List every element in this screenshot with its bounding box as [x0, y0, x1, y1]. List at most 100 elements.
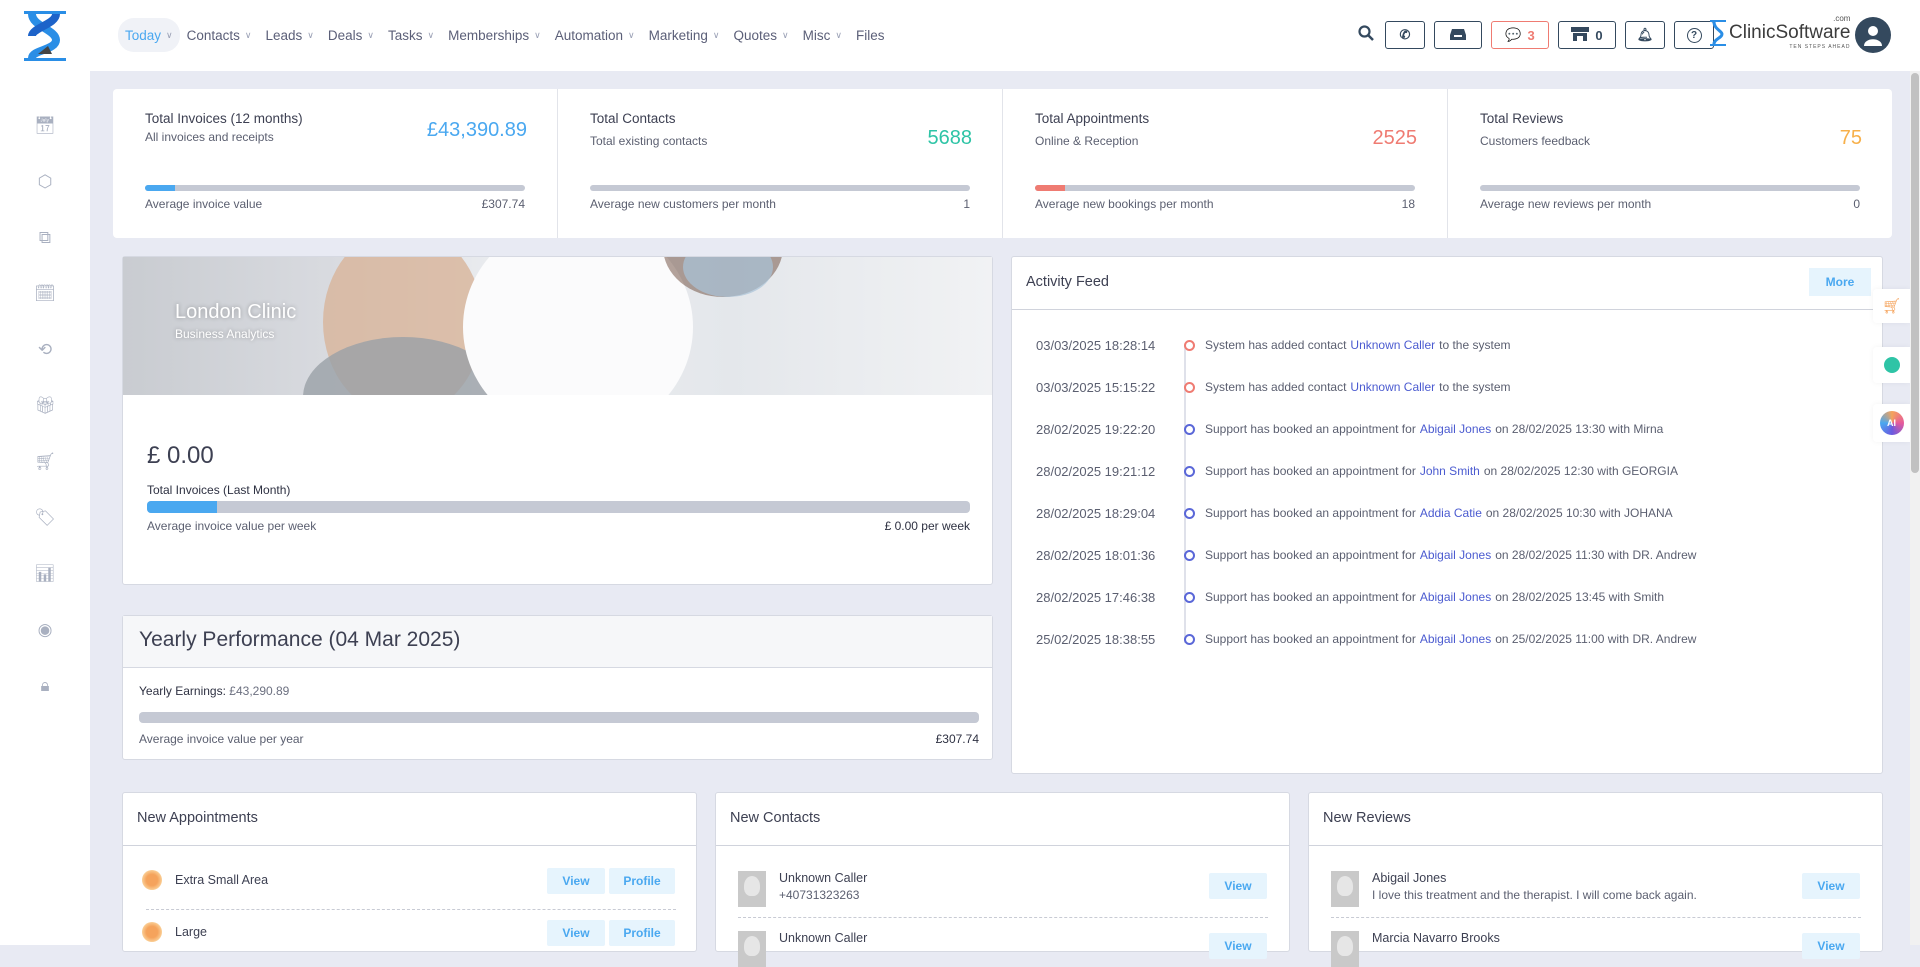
messages-button[interactable]: 💬 3 — [1491, 21, 1549, 49]
last-month-progress — [147, 501, 970, 513]
phone-button[interactable]: ✆ — [1385, 21, 1425, 49]
appointment-name: Large — [175, 925, 207, 939]
nav-memberships[interactable]: Memberships ∨ — [441, 18, 548, 52]
nav-leads[interactable]: Leads ∨ — [259, 18, 321, 52]
feed-link[interactable]: Abigail Jones — [1419, 590, 1492, 604]
nav-deals[interactable]: Deals ∨ — [321, 18, 381, 52]
help-button[interactable]: ? — [1674, 21, 1714, 49]
chevron-down-icon: ∨ — [367, 29, 374, 40]
contact-avatar — [738, 871, 766, 907]
divider — [146, 909, 676, 910]
feed-link[interactable]: John Smith — [1419, 464, 1480, 478]
stat-footer: Average new reviews per month 0 — [1480, 197, 1860, 211]
nav-marketing[interactable]: Marketing ∨ — [642, 18, 727, 52]
feed-link[interactable]: Addia Catie — [1419, 506, 1482, 520]
box-icon[interactable]: ⬡ — [37, 172, 53, 191]
nav-label: Automation — [554, 27, 624, 43]
stat-foot-value: 18 — [1401, 197, 1415, 211]
yearly-earnings: Yearly Earnings: £43,290.89 — [139, 684, 289, 698]
user-circle-icon[interactable]: ◉ — [37, 620, 53, 639]
contact-phone: +40731323263 — [779, 888, 860, 902]
calendar-icon[interactable]: 📅︎ — [34, 116, 56, 135]
more-button[interactable]: More — [1809, 268, 1871, 296]
brand-logo: ClinicSoftware .com TEN STEPS AHEAD — [1710, 14, 1851, 50]
new-contacts-title: New Contacts — [716, 793, 1289, 846]
user-avatar[interactable] — [1855, 17, 1891, 53]
feed-date: 25/02/2025 18:38:55 — [1036, 631, 1156, 647]
yearly-progress — [139, 712, 979, 723]
last-month-amount: £ 0.00 — [147, 442, 214, 469]
inbox-button[interactable] — [1434, 21, 1482, 49]
store-button[interactable]: 0 — [1558, 21, 1616, 49]
feed-link[interactable]: Abigail Jones — [1419, 632, 1492, 646]
review-view-button[interactable]: View — [1802, 873, 1860, 899]
nav-contacts[interactable]: Contacts ∨ — [180, 18, 259, 52]
float-cart-button[interactable]: 🛒︎ — [1873, 289, 1910, 323]
contact-view-button[interactable]: View — [1209, 873, 1267, 899]
stat-card: Total Reviews Customers feedback 75 Average… — [1448, 89, 1892, 238]
appointment-view-button[interactable]: View — [547, 868, 605, 894]
appointment-name: Extra Small Area — [175, 873, 269, 887]
float-ai-button[interactable]: AI — [1873, 404, 1910, 442]
feed-text: to the system — [1439, 380, 1511, 394]
nav-misc[interactable]: Misc ∨ — [796, 18, 849, 52]
stat-foot-value: 0 — [1853, 197, 1860, 211]
report-icon[interactable]: 📊︎ — [34, 564, 56, 583]
nav-tasks[interactable]: Tasks ∨ — [381, 18, 441, 52]
notifications-button[interactable]: 🔔︎ — [1625, 21, 1665, 49]
brand-name: ClinicSoftware — [1729, 22, 1851, 43]
gift-icon[interactable]: 🎁︎ — [34, 396, 56, 415]
feed-text: to the system — [1439, 338, 1511, 352]
scrollbar-thumb[interactable] — [1911, 73, 1919, 473]
store-count: 0 — [1595, 27, 1603, 43]
appointment-profile-button[interactable]: Profile — [609, 920, 675, 946]
ticket-icon[interactable]: 🏷︎ — [34, 508, 56, 527]
app-logo[interactable] — [22, 10, 68, 62]
contact-name: Unknown Caller — [779, 931, 868, 945]
calendar-check-icon[interactable]: 🗓︎ — [34, 284, 56, 303]
divider — [738, 917, 1268, 918]
stats-row: Total Invoices (12 months) All invoices a… — [113, 89, 1892, 238]
stat-foot-label: Average new customers per month — [590, 197, 776, 211]
stat-value: 75 — [1839, 127, 1862, 149]
lock-icon[interactable]: 🔒︎ — [40, 676, 50, 695]
feed-link[interactable]: Abigail Jones — [1419, 422, 1492, 436]
copy-icon[interactable]: ⧉ — [38, 228, 52, 247]
search-icon[interactable] — [1358, 24, 1374, 46]
service-icon — [142, 922, 162, 942]
review-view-button[interactable]: View — [1802, 933, 1860, 959]
nav-automation[interactable]: Automation ∨ — [548, 18, 642, 52]
review-text: I love this treatment and the therapist.… — [1372, 888, 1697, 902]
float-whatsapp-button[interactable] — [1873, 347, 1910, 383]
feed-text: on 28/02/2025 11:30 with DR. Andrew — [1495, 548, 1697, 562]
nav-files[interactable]: Files — [849, 18, 892, 52]
stat-subtitle: Online & Reception — [1035, 134, 1139, 148]
feed-text: Support has booked an appointment for — [1205, 506, 1416, 520]
chevron-down-icon: ∨ — [307, 29, 314, 40]
timeline-dot — [1184, 549, 1195, 561]
nav-label: Tasks — [388, 27, 423, 43]
page-scrollbar[interactable] — [1910, 71, 1920, 945]
nav-today[interactable]: Today ∨ — [118, 18, 180, 52]
feed-text: System has added contact — [1205, 380, 1347, 394]
contact-view-button[interactable]: View — [1209, 933, 1267, 959]
feed-link[interactable]: Abigail Jones — [1419, 548, 1492, 562]
last-month-footer: Average invoice value per week £ 0.00 per… — [147, 519, 970, 533]
brand-com: .com — [1833, 14, 1851, 23]
timeline-line — [1184, 345, 1186, 643]
appointment-profile-button[interactable]: Profile — [609, 868, 675, 894]
nav-label: Quotes — [733, 27, 778, 43]
new-appointments-title: New Appointments — [123, 793, 696, 846]
chevron-down-icon: ∨ — [712, 29, 720, 40]
cart-icon[interactable]: 🛒︎ — [34, 452, 56, 471]
appointment-view-button[interactable]: View — [547, 920, 605, 946]
feed-link[interactable]: Unknown Caller — [1350, 380, 1436, 394]
contact-avatar — [738, 931, 766, 967]
yearly-avg-label: Average invoice value per year — [139, 732, 304, 746]
stat-subtitle: Total existing contacts — [590, 134, 708, 148]
nav-quotes[interactable]: Quotes ∨ — [727, 18, 796, 52]
yearly-earnings-value: £43,290.89 — [229, 684, 290, 698]
history-icon[interactable]: ⟲ — [37, 340, 53, 359]
feed-link[interactable]: Unknown Caller — [1350, 338, 1436, 352]
stat-value: 5688 — [927, 127, 973, 149]
